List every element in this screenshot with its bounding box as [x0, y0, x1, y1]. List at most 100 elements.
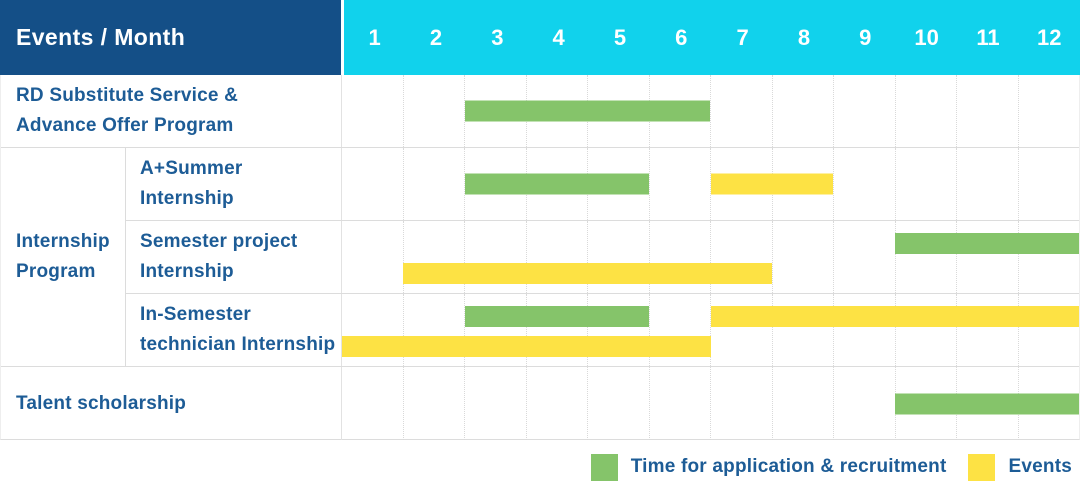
row-label-rd-substitute-service: RD Substitute Service & Advance Offer Pro… [16, 85, 239, 136]
legend-swatch-green [590, 453, 618, 481]
month-cell [648, 367, 711, 440]
month-gridlines [342, 221, 1079, 293]
legend-label: Time for application & recruitment [630, 456, 947, 477]
month-cell [710, 221, 772, 293]
month-cell [894, 75, 957, 147]
table-body: Internship Program RD Substitute Service … [0, 75, 1080, 440]
table-row-rd-substitute-service: RD Substitute Service & Advance Offer Pro… [1, 75, 1079, 148]
row-chart-area [341, 367, 1079, 440]
row-label-talent-scholarship: Talent scholarship [16, 392, 187, 414]
month-header-cell: 12 [1037, 24, 1062, 50]
row-chart-area [341, 221, 1079, 293]
month-cell [956, 75, 1018, 147]
month-cell [710, 148, 772, 220]
month-cell [525, 367, 588, 440]
month-cell [648, 221, 711, 293]
month-cell [342, 367, 403, 440]
month-cell [402, 294, 465, 366]
month-cell [710, 75, 772, 147]
month-cell [833, 367, 895, 440]
yellow-bar [342, 336, 711, 357]
month-cell [464, 221, 526, 293]
month-header-cell: 6 [675, 24, 688, 50]
month-header-cell: 11 [976, 24, 1000, 50]
legend-swatch-yellow [968, 453, 996, 481]
group-cell-internship-program: Internship Program [1, 148, 126, 367]
month-cell [833, 75, 895, 147]
row-label-a-plus-summer-internship: A+Summer Internship [140, 158, 243, 209]
month-cell [956, 221, 1018, 293]
month-header-cell: 10 [914, 24, 939, 50]
month-cell [402, 75, 465, 147]
yellow-bar [710, 173, 834, 195]
month-cell [833, 294, 895, 366]
table-row-talent-scholarship: Talent scholarship [1, 367, 1079, 440]
month-cell [342, 221, 403, 293]
month-cell [587, 221, 649, 293]
month-cell [771, 75, 834, 147]
green-bar [894, 233, 1079, 254]
month-header-cell: 4 [552, 24, 565, 50]
month-header-cell: 3 [491, 24, 504, 50]
legend-label: Events [1008, 456, 1072, 477]
table-row-a-plus-summer-internship: A+Summer Internship [1, 148, 1079, 221]
legend: Time for application & recruitment Events [0, 440, 1080, 494]
month-gridlines [342, 75, 1079, 147]
header-divider [341, 0, 344, 75]
month-cell [894, 221, 957, 293]
month-header-cell: 2 [429, 24, 443, 50]
green-bar [464, 306, 650, 327]
header-title: Events / Month [0, 0, 341, 75]
month-cell [1017, 294, 1080, 366]
legend-item-green: Time for application & recruitment [590, 453, 947, 481]
month-cell [648, 294, 711, 366]
row-content: In-Semester technician Internship [125, 294, 1079, 367]
month-cell [402, 367, 465, 440]
table-header: Events / Month 1 2 3 4 5 6 7 8 9 10 11 12 [0, 0, 1080, 75]
green-bar [464, 100, 711, 122]
month-cell [464, 367, 526, 440]
month-header-cell: 1 [368, 24, 381, 50]
month-cell [464, 75, 526, 147]
row-label-in-semester-technician-internship: In-Semester technician Internship [140, 304, 336, 355]
month-cell [710, 294, 772, 366]
row-content: Semester project Internship [125, 221, 1079, 294]
green-bar [464, 173, 650, 195]
month-cell [956, 294, 1018, 366]
table-row-semester-project-internship: Semester project Internship [1, 221, 1079, 294]
month-cell [342, 148, 403, 220]
row-label-semester-project-internship: Semester project Internship [140, 231, 298, 282]
month-gridlines [342, 294, 1079, 366]
month-cell [894, 294, 957, 366]
month-cell [342, 75, 403, 147]
month-cell [525, 294, 588, 366]
month-cell [402, 221, 465, 293]
month-cell [587, 367, 649, 440]
month-cell [1017, 148, 1080, 220]
month-cell [464, 148, 526, 220]
month-cell [833, 221, 895, 293]
month-header-cell: 9 [859, 24, 872, 50]
month-header-cell: 5 [613, 24, 627, 50]
month-cell [833, 148, 895, 220]
month-cell [525, 221, 588, 293]
month-cell [771, 294, 834, 366]
row-chart-area [341, 148, 1079, 220]
month-cell [402, 148, 465, 220]
green-bar [894, 393, 1079, 414]
month-cell [771, 367, 834, 440]
yellow-bar [710, 306, 1079, 327]
month-header-cell: 7 [736, 24, 749, 50]
row-chart-area [341, 294, 1079, 366]
yellow-bar [403, 263, 772, 284]
row-chart-area [341, 75, 1079, 147]
month-cell [464, 294, 526, 366]
row-content: A+Summer Internship [125, 148, 1079, 221]
month-cell [771, 221, 834, 293]
month-cell [956, 148, 1018, 220]
legend-item-yellow: Events [968, 453, 1072, 481]
month-cell [648, 148, 711, 220]
month-cell [1017, 75, 1080, 147]
month-header-row: 1 2 3 4 5 6 7 8 9 10 11 12 [344, 0, 1080, 75]
